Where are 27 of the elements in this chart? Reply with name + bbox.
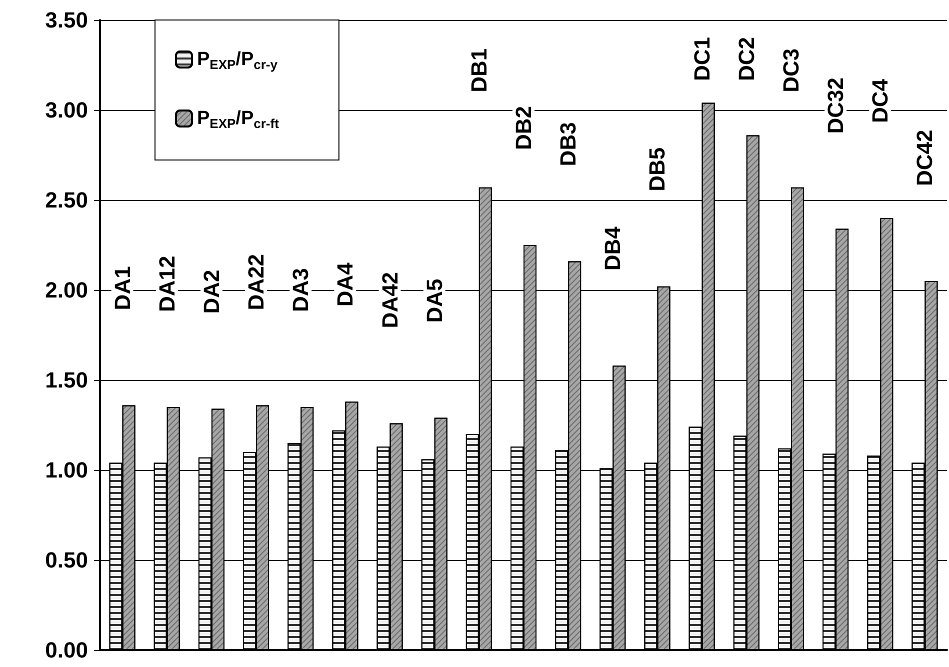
y-tick-label: 1.00	[45, 458, 88, 482]
y-tick-label: 0.50	[45, 548, 88, 572]
x-tick-label: DA1	[110, 266, 135, 310]
x-tick-label: DC32	[823, 78, 848, 134]
x-tick-label: DA12	[154, 256, 180, 312]
y-tick-label: 1.50	[45, 368, 88, 392]
y-tick-label: 2.00	[45, 278, 88, 302]
x-tick-label: DB5	[644, 147, 670, 192]
x-tick-label: DA3	[288, 268, 314, 312]
x-tick-label: DA22	[244, 254, 269, 310]
y-tick-label: 2.50	[45, 188, 88, 212]
x-tick-label: DC42	[912, 130, 938, 186]
x-tick-label: DA2	[198, 270, 224, 314]
x-tick-label: DC1	[689, 36, 714, 81]
y-tick-label: 3.00	[45, 98, 88, 122]
x-tick-label: DC2	[734, 36, 759, 81]
y-tick-label: 0.00	[45, 638, 88, 662]
y-tick-label: 3.50	[45, 8, 88, 32]
x-tick-label: DB4	[600, 226, 626, 271]
x-tick-label: DA5	[422, 278, 447, 323]
x-tick-label: DC4	[868, 78, 893, 123]
x-tick-label: DB2	[511, 106, 536, 150]
x-tick-label: DB3	[556, 122, 581, 166]
x-tick-label: DB1	[466, 48, 492, 92]
x-tick-label: DA4	[332, 262, 358, 307]
x-tick-label: DC3	[778, 48, 804, 92]
x-tick-label: DA42	[377, 272, 402, 328]
